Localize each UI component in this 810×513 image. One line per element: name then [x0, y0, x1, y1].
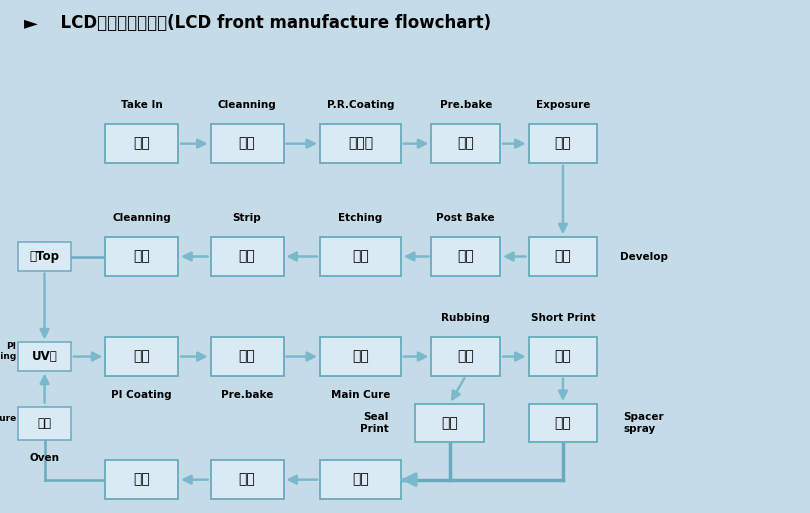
- Text: 定向: 定向: [458, 349, 474, 364]
- Text: 上光阻: 上光阻: [347, 136, 373, 151]
- Text: 上膜: 上膜: [134, 349, 150, 364]
- Text: UV烤: UV烤: [32, 350, 58, 363]
- FancyBboxPatch shape: [211, 461, 284, 499]
- Text: 預烤: 預烤: [239, 349, 255, 364]
- Text: Strip: Strip: [232, 213, 262, 223]
- Text: 烘烤: 烘烤: [37, 417, 52, 430]
- Text: Exposure: Exposure: [535, 101, 590, 110]
- Text: PI
Coating: PI Coating: [0, 342, 16, 361]
- Text: 組合: 組合: [352, 472, 369, 487]
- Text: ►: ►: [24, 14, 38, 32]
- Text: 固烤: 固烤: [352, 349, 369, 364]
- Text: 曝光: 曝光: [555, 136, 571, 151]
- Text: Cleanning: Cleanning: [218, 101, 276, 110]
- FancyBboxPatch shape: [105, 461, 178, 499]
- Text: 去膜: 去膜: [239, 249, 255, 264]
- Text: 印點: 印點: [555, 349, 571, 364]
- FancyBboxPatch shape: [211, 338, 284, 376]
- FancyBboxPatch shape: [18, 406, 71, 440]
- FancyBboxPatch shape: [431, 237, 500, 276]
- Text: Spacer
spray: Spacer spray: [624, 412, 664, 434]
- Text: 居膜: 居膜: [458, 249, 474, 264]
- Text: 蝕刻: 蝕刻: [352, 249, 369, 264]
- FancyBboxPatch shape: [320, 338, 401, 376]
- Text: Oven: Oven: [29, 453, 60, 463]
- FancyBboxPatch shape: [105, 338, 178, 376]
- Text: 疊布: 疊布: [555, 416, 571, 430]
- FancyBboxPatch shape: [211, 125, 284, 163]
- FancyBboxPatch shape: [18, 243, 71, 271]
- FancyBboxPatch shape: [105, 125, 178, 163]
- Text: Etching: Etching: [339, 213, 382, 223]
- FancyBboxPatch shape: [431, 338, 500, 376]
- FancyBboxPatch shape: [320, 461, 401, 499]
- Text: 印框: 印框: [441, 416, 458, 430]
- FancyBboxPatch shape: [528, 125, 597, 163]
- FancyBboxPatch shape: [431, 125, 500, 163]
- FancyBboxPatch shape: [105, 237, 178, 276]
- Text: 清洗: 清洗: [134, 249, 150, 264]
- FancyBboxPatch shape: [528, 237, 597, 276]
- FancyBboxPatch shape: [528, 338, 597, 376]
- FancyBboxPatch shape: [528, 404, 597, 442]
- Text: Cleanning: Cleanning: [113, 213, 171, 223]
- Text: P.R.Coating: P.R.Coating: [326, 101, 394, 110]
- Text: Pre.bake: Pre.bake: [221, 390, 273, 400]
- FancyBboxPatch shape: [320, 237, 401, 276]
- Text: Short Print: Short Print: [531, 313, 595, 323]
- Text: Seal
Print: Seal Print: [360, 412, 389, 434]
- FancyBboxPatch shape: [320, 125, 401, 163]
- Text: LCD前段制造流程圖(LCD front manufacture flowchart): LCD前段制造流程圖(LCD front manufacture flowcha…: [49, 14, 491, 32]
- Text: 熱壓: 熱壓: [239, 472, 255, 487]
- Text: 清洗: 清洗: [239, 136, 255, 151]
- FancyBboxPatch shape: [211, 237, 284, 276]
- Text: Rubbing: Rubbing: [441, 313, 490, 323]
- Text: Post Bake: Post Bake: [437, 213, 495, 223]
- Text: Pre.bake: Pre.bake: [440, 101, 492, 110]
- FancyBboxPatch shape: [18, 343, 71, 370]
- Text: Develop: Develop: [620, 251, 667, 262]
- Text: Main Cure: Main Cure: [330, 390, 390, 400]
- Text: 投入: 投入: [134, 136, 150, 151]
- Text: 預烤: 預烤: [458, 136, 474, 151]
- Text: 烘烤: 烘烤: [134, 472, 150, 487]
- Text: UV Cure: UV Cure: [0, 413, 16, 423]
- Text: 顯彩: 顯彩: [555, 249, 571, 264]
- Text: Take In: Take In: [121, 101, 163, 110]
- FancyBboxPatch shape: [416, 404, 484, 442]
- Text: 上Top: 上Top: [29, 250, 60, 263]
- Text: PI Coating: PI Coating: [112, 390, 172, 400]
